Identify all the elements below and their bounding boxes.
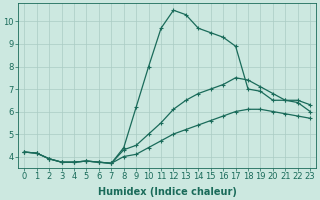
X-axis label: Humidex (Indice chaleur): Humidex (Indice chaleur) <box>98 187 237 197</box>
